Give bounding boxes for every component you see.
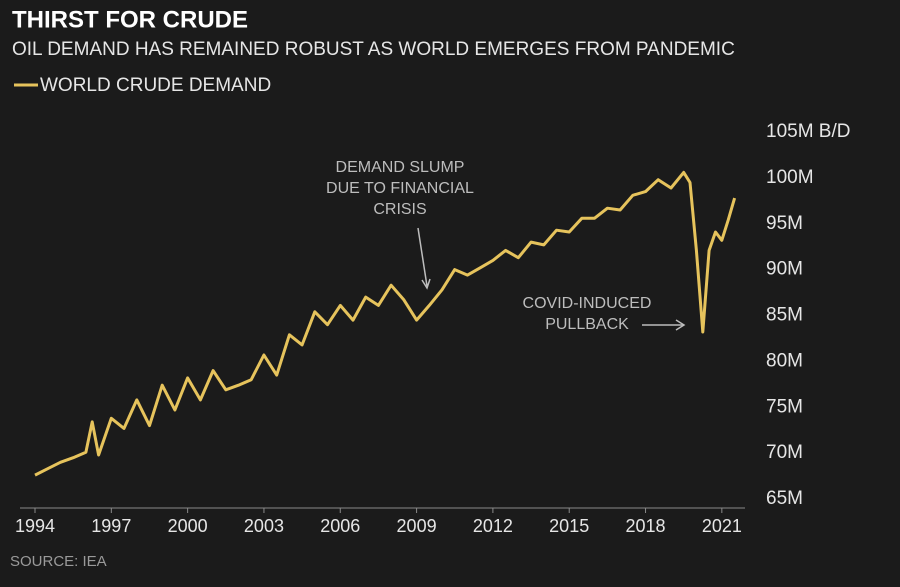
y-tick-label: 65M bbox=[766, 488, 803, 509]
annotation: CRISIS bbox=[373, 201, 426, 218]
annotation: DEMAND SLUMP bbox=[336, 159, 465, 176]
x-tick-label: 2018 bbox=[626, 516, 666, 536]
y-tick-label: 95M bbox=[766, 213, 803, 234]
chart-title: THIRST FOR CRUDE bbox=[12, 6, 248, 33]
annotation: COVID-INDUCED bbox=[523, 295, 652, 312]
x-tick-label: 2021 bbox=[702, 516, 742, 536]
x-tick-label: 1997 bbox=[91, 516, 131, 536]
x-tick-label: 2003 bbox=[244, 516, 284, 536]
annotation-arrow bbox=[417, 227, 428, 287]
x-tick-label: 2015 bbox=[549, 516, 589, 536]
annotation: DUE TO FINANCIAL bbox=[326, 180, 474, 197]
x-tick-label: 2000 bbox=[168, 516, 208, 536]
chart-subtitle: OIL DEMAND HAS REMAINED ROBUST AS WORLD … bbox=[12, 39, 735, 60]
y-tick-label: 75M bbox=[766, 396, 803, 417]
x-tick-label: 2012 bbox=[473, 516, 513, 536]
data-line bbox=[34, 170, 737, 477]
y-tick-label: 105M B/D bbox=[766, 121, 850, 142]
y-tick-label: 85M bbox=[766, 305, 803, 326]
annotation-arrowhead bbox=[675, 319, 686, 331]
x-tick-label: 1994 bbox=[15, 516, 55, 536]
y-tick-label: 90M bbox=[766, 259, 803, 280]
x-tick-label: 2006 bbox=[320, 516, 360, 536]
annotation-arrowhead bbox=[421, 278, 431, 290]
annotation: PULLBACK bbox=[545, 316, 629, 333]
source: SOURCE: IEA bbox=[10, 553, 107, 570]
y-tick-label: 100M bbox=[766, 167, 814, 188]
x-tick-label: 2009 bbox=[397, 516, 437, 536]
legend-label: WORLD CRUDE DEMAND bbox=[40, 75, 271, 96]
y-tick-label: 80M bbox=[766, 350, 803, 371]
y-tick-label: 70M bbox=[766, 442, 803, 463]
